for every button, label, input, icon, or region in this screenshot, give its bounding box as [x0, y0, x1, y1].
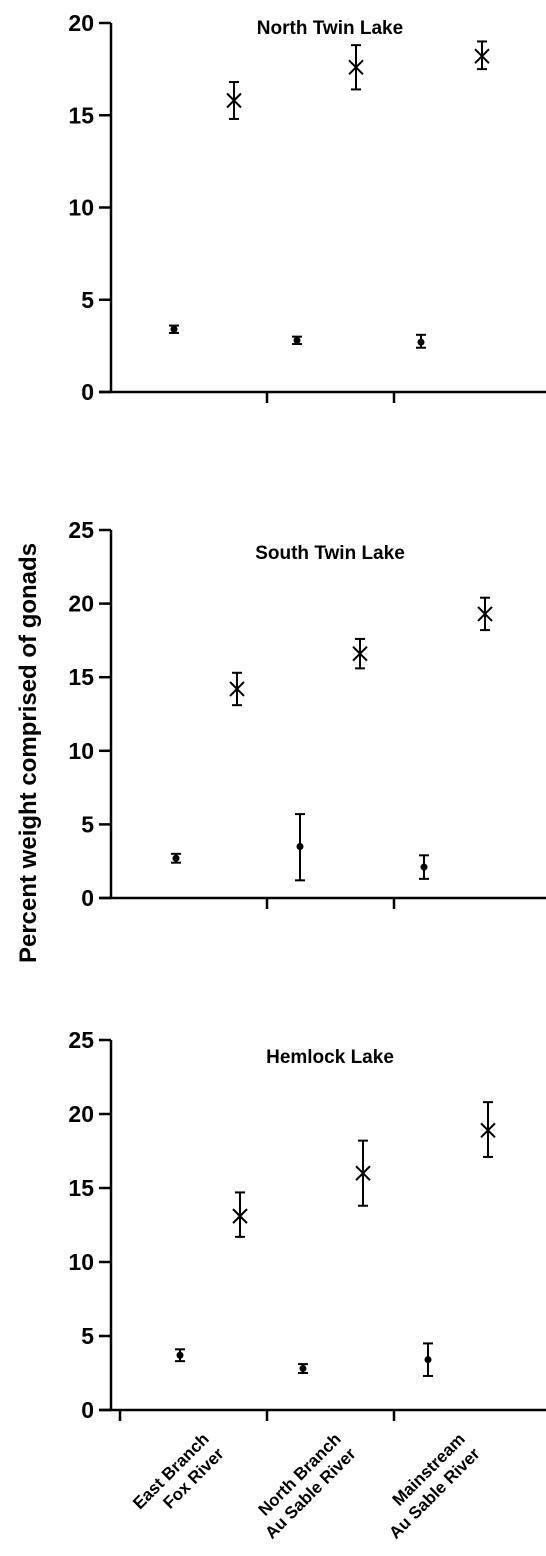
y-tick-label: 10 [68, 1249, 94, 1275]
data-point-x [226, 81, 242, 120]
x-marker [229, 681, 245, 697]
panel-title: North Twin Lake [257, 18, 403, 39]
data-point-dot [298, 1363, 308, 1374]
y-tick-label: 0 [81, 379, 94, 405]
data-point-dot [419, 854, 429, 880]
chart-panel: South Twin Lake 0 5 10 15 20 25 [68, 517, 546, 911]
dot-marker [299, 1365, 307, 1373]
data-point-x [229, 671, 245, 707]
x-marker [348, 59, 364, 75]
y-tick-label: 20 [68, 1101, 94, 1127]
y-axis-label: Percent weight comprised of gonads [15, 543, 42, 963]
dot-marker [176, 1351, 184, 1359]
panel-title: South Twin Lake [255, 543, 405, 564]
y-tick-label: 5 [81, 811, 94, 837]
dot-marker [420, 863, 428, 871]
dot-marker [417, 338, 425, 346]
y-tick-label: 0 [81, 1397, 94, 1423]
y-tick-label: 15 [68, 102, 94, 128]
panel-title: Hemlock Lake [266, 1047, 394, 1068]
x-marker [352, 645, 368, 662]
data-point-x [480, 1101, 496, 1158]
dot-marker [296, 842, 304, 850]
data-point-x [232, 1191, 248, 1238]
y-tick-label: 25 [68, 1027, 94, 1053]
data-point-dot [171, 852, 181, 864]
category-label: North BranchAu Sable River [247, 1429, 360, 1542]
x-marker [355, 1165, 371, 1181]
data-point-dot [292, 335, 302, 346]
y-tick-label: 10 [68, 738, 94, 764]
x-marker [226, 92, 242, 109]
x-marker [480, 1122, 496, 1138]
y-tick-label: 25 [68, 517, 94, 543]
data-point-dot [416, 333, 426, 349]
y-tick-label: 5 [81, 1323, 94, 1349]
data-point-x [348, 44, 364, 91]
data-point-x [352, 637, 368, 670]
category-label: East BranchFox River [129, 1429, 228, 1528]
dot-marker [293, 336, 301, 344]
x-marker [477, 606, 493, 622]
data-point-dot [295, 813, 305, 882]
y-tick-label: 15 [68, 664, 94, 690]
data-point-x [355, 1139, 371, 1207]
y-tick-label: 10 [68, 195, 94, 221]
data-point-dot [169, 324, 179, 334]
chart-panels: North Twin Lake 0 5 10 15 20 South Twin Lake 0 5… [68, 10, 546, 1423]
x-marker [474, 48, 490, 64]
dot-marker [172, 854, 180, 862]
y-tick-label: 20 [68, 591, 94, 617]
y-tick-label: 5 [81, 287, 94, 313]
dot-marker [170, 325, 178, 333]
data-point-dot [175, 1348, 185, 1363]
dot-marker [424, 1356, 432, 1364]
category-labels: East BranchFox River North BranchAu Sable… [129, 1429, 484, 1542]
y-tick-label: 0 [81, 885, 94, 911]
chart-panel: North Twin Lake 0 5 10 15 20 [68, 10, 546, 405]
data-point-x [474, 40, 490, 71]
x-marker [232, 1208, 248, 1224]
chart-panel: Hemlock Lake 0 5 10 15 20 25 [68, 1027, 546, 1423]
data-point-x [477, 596, 493, 632]
y-tick-label: 20 [68, 10, 94, 36]
y-tick-label: 15 [68, 1175, 94, 1201]
category-label: MainstreamAu Sable River [371, 1429, 484, 1542]
data-point-dot [423, 1342, 433, 1377]
